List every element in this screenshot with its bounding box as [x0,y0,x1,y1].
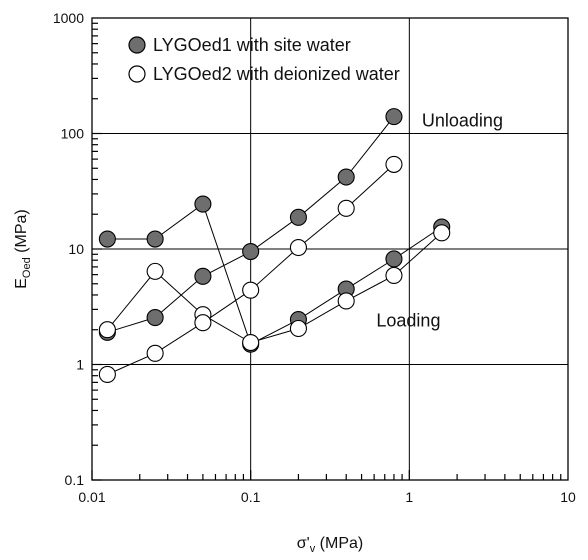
legend-marker-site-water [128,36,146,54]
data-point-open [385,155,403,173]
data-point-open [98,365,116,384]
minor-ticks [91,22,562,481]
data-point-filled [146,230,164,248]
data-point-filled [242,243,260,261]
x-axis-label: σ'v (MPa) [297,535,363,555]
data-point-open [337,292,355,310]
y-tick-label: 0.1 [65,472,85,488]
data-point-filled [98,230,116,248]
data-point-filled [194,267,212,285]
legend-label-deionized-water: LYGOed2 with deionized water [153,64,400,84]
data-point-open [146,344,164,362]
data-point-filled [337,168,355,186]
data-point-open [194,314,212,332]
y-tick-label: 10 [68,241,84,257]
series-line [107,270,251,343]
x-tick-label: 0.1 [241,489,261,505]
y-axis-label: EOed (MPa) [13,209,33,288]
data-point-open [242,333,260,352]
data-point-filled [385,250,403,268]
data-point-open [289,319,307,338]
plot-frame [91,17,569,481]
grid-lines [92,18,568,480]
y-tick-label: 1 [76,357,84,373]
x-tick-label: 1 [405,489,413,505]
data-point-filled [194,195,212,213]
data-point-open [337,199,355,217]
data-point-open [98,321,116,339]
annotation-unloading: Unloading [422,110,503,130]
legend-label-site-water: LYGOed1 with site water [153,35,351,55]
data-point-filled [289,208,307,226]
data-point-filled [385,108,403,126]
data-point-open [433,224,451,242]
data-point-open [242,281,260,299]
legend-marker-deionized-water [128,65,146,83]
annotation-loading: Loading [376,311,440,331]
x-tick-label: 0.01 [78,489,105,505]
x-tick-label: 10 [560,489,576,505]
series-points [98,108,451,384]
data-point-open [289,238,307,257]
y-tick-label: 100 [61,126,85,142]
series-line [107,203,252,345]
y-tick-label: 1000 [53,10,84,26]
legend: LYGOed1 with site water LYGOed2 with dei… [128,35,400,84]
data-point-open [146,262,164,280]
data-point-filled [146,308,164,327]
data-point-open [385,266,403,285]
